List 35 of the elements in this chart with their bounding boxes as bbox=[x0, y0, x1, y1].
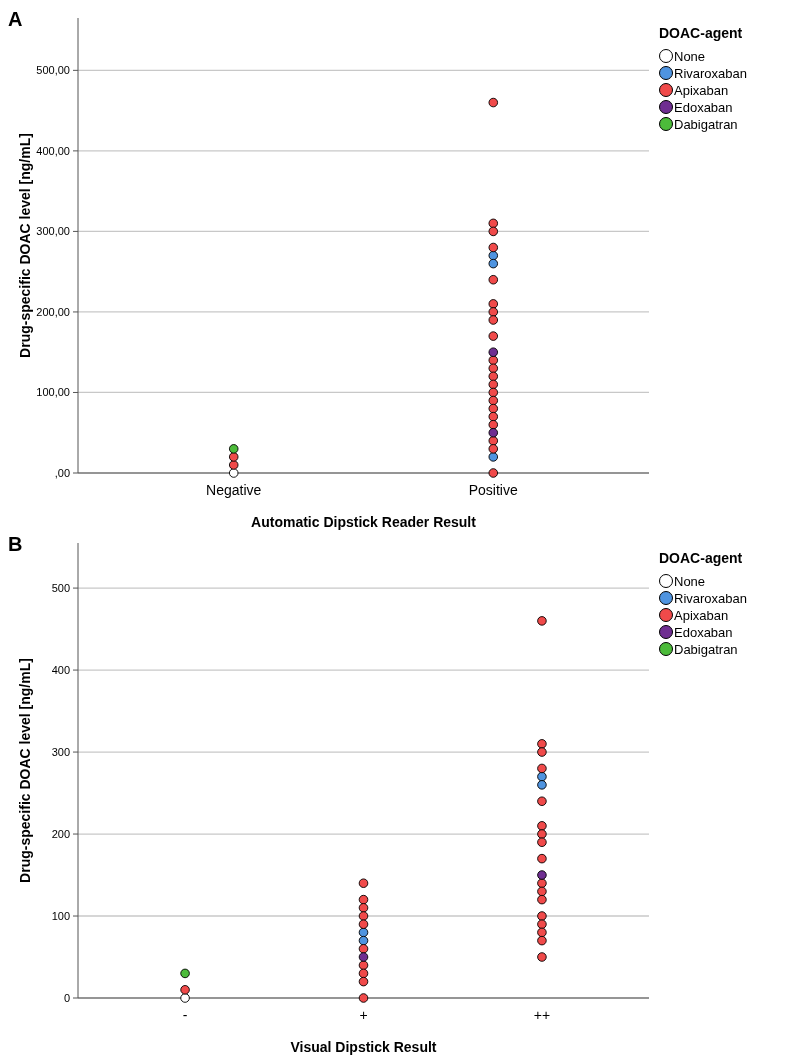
legend-label: Dabigatran bbox=[674, 641, 738, 657]
y-tick-label: 0 bbox=[63, 991, 70, 1004]
x-axis-title: Automatic Dipstick Reader Result bbox=[251, 514, 477, 530]
x-tick-label: + bbox=[359, 1007, 368, 1023]
y-tick-label: ,00 bbox=[54, 466, 70, 479]
chart-title: A bbox=[8, 8, 23, 30]
legend-label: None bbox=[674, 48, 706, 64]
legend-label: Apixaban bbox=[674, 82, 729, 98]
legend-label: Apixaban bbox=[674, 607, 729, 623]
y-tick-label: 100 bbox=[51, 909, 70, 922]
chart-title: B bbox=[8, 533, 23, 555]
x-axis-title: Visual Dipstick Result bbox=[290, 1039, 437, 1055]
y-axis-title: Drug-specific DOAC level [ng/mL] bbox=[17, 658, 33, 883]
x-tick-label: ++ bbox=[533, 1007, 551, 1023]
legend-label: Edoxaban bbox=[674, 99, 733, 115]
y-tick-label: 500,00 bbox=[36, 64, 70, 77]
y-tick-label: 300 bbox=[51, 745, 70, 758]
y-tick-label: 200 bbox=[51, 827, 70, 840]
legend-label: Dabigatran bbox=[674, 116, 738, 132]
y-axis-title: Drug-specific DOAC level [ng/mL] bbox=[17, 133, 33, 358]
legend-title: DOAC-agent bbox=[659, 25, 743, 41]
y-tick-label: 400,00 bbox=[36, 144, 70, 157]
y-tick-label: 200,00 bbox=[36, 305, 70, 318]
legend-label: None bbox=[674, 573, 706, 589]
legend-label: Rivaroxaban bbox=[674, 65, 747, 81]
x-tick-label: - bbox=[182, 1007, 188, 1023]
x-tick-label: Negative bbox=[206, 482, 262, 498]
y-tick-label: 500 bbox=[51, 581, 70, 594]
legend-title: DOAC-agent bbox=[659, 550, 743, 566]
y-tick-label: 300,00 bbox=[36, 225, 70, 238]
legend-label: Edoxaban bbox=[674, 624, 733, 640]
y-tick-label: 100,00 bbox=[36, 386, 70, 399]
x-tick-label: Positive bbox=[468, 482, 518, 498]
y-tick-label: 400 bbox=[51, 663, 70, 676]
legend-label: Rivaroxaban bbox=[674, 590, 747, 606]
